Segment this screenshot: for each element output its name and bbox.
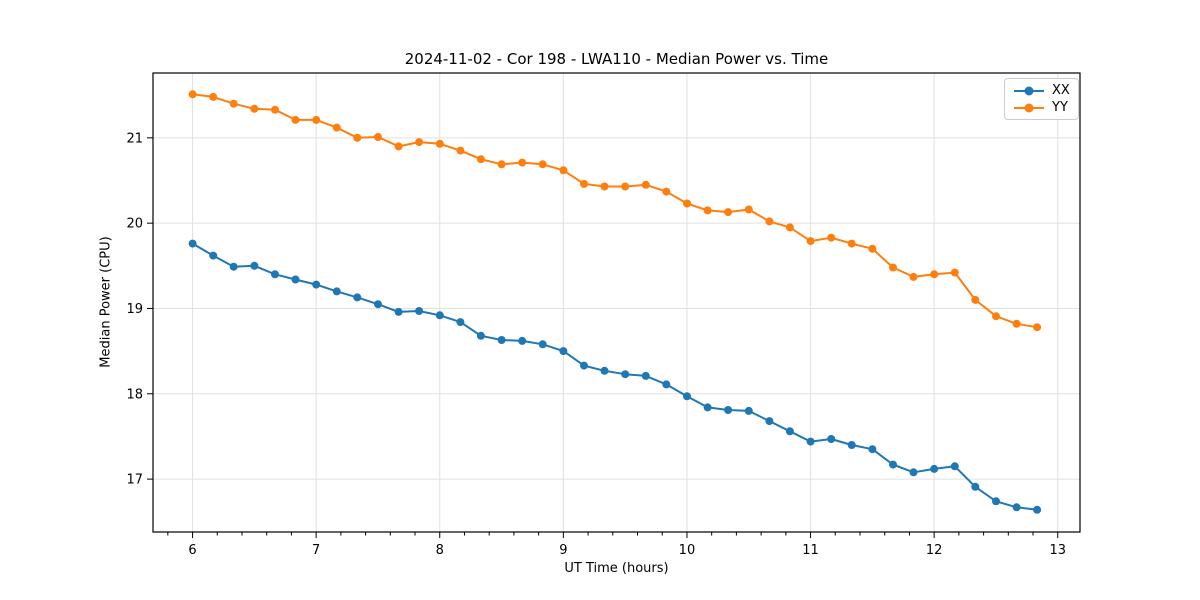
svg-text:9: 9: [559, 543, 567, 558]
x-tick-labels: 6 7 8 9 10 11 12 13: [188, 543, 1066, 558]
y-tick-labels: 17 18 19 20 21: [126, 131, 143, 487]
svg-text:11: 11: [802, 543, 819, 558]
legend-item-xx: XX: [1013, 84, 1070, 97]
svg-text:19: 19: [126, 302, 143, 317]
svg-text:8: 8: [436, 543, 444, 558]
svg-text:12: 12: [926, 543, 943, 558]
series-yy: [188, 90, 1042, 332]
legend-label-xx: XX: [1052, 83, 1070, 98]
legend-item-yy: YY: [1013, 101, 1070, 114]
svg-text:20: 20: [126, 217, 143, 232]
axis-ticks: [147, 137, 1059, 538]
svg-text:13: 13: [1049, 543, 1066, 558]
svg-text:10: 10: [679, 543, 696, 558]
gridlines: [153, 73, 1080, 532]
legend-line-marker-icon: [1014, 86, 1044, 95]
chart-title: 2024-11-02 - Cor 198 - LWA110 - Median P…: [404, 50, 829, 68]
svg-text:6: 6: [188, 543, 196, 558]
x-axis-label: UT Time (hours): [564, 561, 669, 576]
svg-text:21: 21: [126, 131, 143, 146]
svg-text:7: 7: [312, 543, 320, 558]
y-axis-label: Median Power (CPU): [98, 236, 114, 368]
legend-line-marker-icon: [1014, 103, 1044, 112]
legend: XX YY: [1004, 78, 1079, 120]
svg-text:17: 17: [126, 473, 143, 488]
svg-text:18: 18: [126, 387, 143, 402]
plot-border: [152, 72, 1081, 533]
legend-label-yy: YY: [1052, 100, 1068, 115]
series-xx: [188, 239, 1042, 514]
